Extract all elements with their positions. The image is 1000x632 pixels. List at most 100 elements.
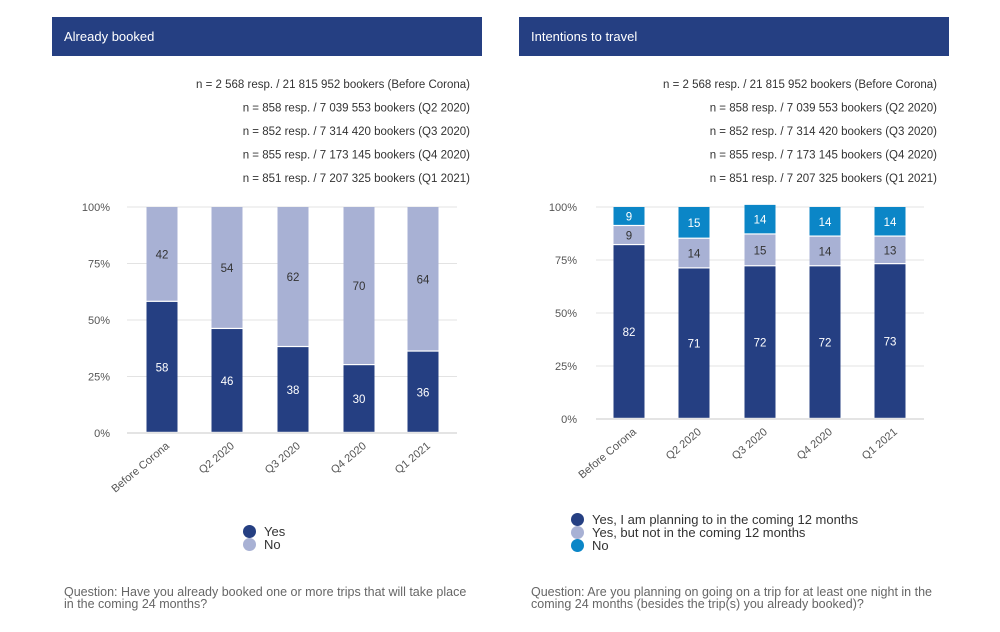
y-tick-label: 75% (88, 259, 110, 271)
panel-title: Already booked (52, 17, 482, 56)
sample-size-note: n = 852 resp. / 7 314 420 bookers (Q3 20… (710, 126, 937, 138)
bar-segment (744, 266, 776, 418)
bar-segment (613, 226, 645, 244)
panel-title: Intentions to travel (519, 17, 949, 56)
bar-segment (211, 329, 243, 432)
question-text: Question: Are you planning on going on a… (531, 585, 932, 611)
x-tick-label: Q3 2020 (730, 426, 770, 462)
bar-segment (809, 207, 841, 236)
bar-segment (874, 207, 906, 236)
y-tick-label: 50% (555, 308, 577, 320)
legend-label: No (592, 538, 609, 553)
data-label: 72 (819, 338, 832, 350)
bar-segment (277, 347, 309, 432)
data-label: 72 (754, 338, 767, 350)
sample-size-note: n = 2 568 resp. / 21 815 952 bookers (Be… (196, 79, 470, 91)
data-label: 14 (884, 217, 897, 229)
data-label: 14 (819, 247, 832, 259)
bar-segment (343, 365, 375, 432)
data-label: 14 (688, 249, 701, 261)
legend-swatch-icon (571, 539, 584, 552)
bar-segment (809, 236, 841, 266)
sample-size-note: n = 855 resp. / 7 173 145 bookers (Q4 20… (710, 150, 937, 162)
y-tick-label: 0% (94, 428, 110, 440)
y-tick-label: 100% (82, 202, 110, 214)
sample-size-note: n = 855 resp. / 7 173 145 bookers (Q4 20… (243, 150, 470, 162)
legend-swatch-icon (243, 538, 256, 551)
bar-segment (678, 238, 710, 268)
y-tick-label: 50% (88, 315, 110, 327)
already-booked-panel: Already booked n = 2 568 resp. / 21 815 … (52, 17, 482, 627)
legend-label: No (264, 537, 281, 552)
sample-size-note: n = 851 resp. / 7 207 325 bookers (Q1 20… (243, 173, 470, 185)
data-label: 14 (819, 217, 832, 229)
data-label: 62 (287, 272, 300, 284)
data-label: 15 (688, 218, 701, 230)
data-label: 36 (417, 387, 430, 399)
chart-legend: Yes, I am planning to in the coming 12 m… (571, 512, 858, 553)
data-label: 54 (221, 263, 234, 275)
bar-segment (146, 207, 178, 301)
legend-item-no: No (571, 538, 858, 553)
chart-legend: Yes No (243, 524, 286, 552)
data-label: 82 (623, 327, 636, 339)
y-tick-label: 25% (555, 361, 577, 373)
data-label: 15 (754, 245, 767, 257)
legend-item-planning-12-months: Yes, I am planning to in the coming 12 m… (571, 512, 858, 527)
data-label: 73 (884, 337, 897, 349)
bar-segment (277, 207, 309, 346)
data-label: 9 (626, 212, 632, 224)
bar-segment (809, 266, 841, 418)
intentions-to-travel-chart: n = 2 568 resp. / 21 815 952 bookers (Be… (549, 79, 937, 482)
y-tick-label: 0% (561, 414, 577, 426)
bar-segment (874, 264, 906, 418)
data-label: 38 (287, 385, 300, 397)
legend-label: Yes (264, 524, 286, 539)
x-tick-label: Q4 2020 (329, 440, 369, 476)
bar-segment (874, 236, 906, 264)
bar-segment (407, 351, 439, 432)
bar-segment (678, 207, 710, 238)
bar-segment (343, 207, 375, 364)
sample-size-note: n = 851 resp. / 7 207 325 bookers (Q1 20… (710, 173, 937, 185)
y-tick-label: 25% (88, 372, 110, 384)
legend-item-yes: Yes (243, 524, 286, 539)
y-tick-label: 100% (549, 202, 577, 214)
data-label: 42 (156, 249, 169, 261)
x-tick-label: Q1 2021 (860, 426, 900, 462)
bar-segment (678, 268, 710, 418)
x-tick-label: Q3 2020 (263, 440, 303, 476)
already-booked-chart: n = 2 568 resp. / 21 815 952 bookers (Be… (82, 79, 470, 496)
x-tick-label: Before Corona (109, 440, 172, 496)
data-label: 46 (221, 376, 234, 388)
legend-label: Yes, but not in the coming 12 months (592, 525, 806, 540)
intentions-to-travel-panel: Intentions to travel n = 2 568 resp. / 2… (519, 17, 949, 627)
x-tick-label: Q4 2020 (795, 426, 835, 462)
legend-item-no: No (243, 537, 285, 552)
bar-segment (146, 301, 178, 432)
data-label: 30 (353, 394, 366, 406)
data-label: 70 (353, 281, 366, 293)
x-tick-label: Before Corona (576, 426, 639, 482)
data-label: 14 (754, 215, 767, 227)
bar-segment (407, 207, 439, 351)
x-tick-label: Q2 2020 (664, 426, 704, 462)
bar-segment (613, 207, 645, 225)
sample-size-note: n = 852 resp. / 7 314 420 bookers (Q3 20… (243, 126, 470, 138)
sample-size-note: n = 858 resp. / 7 039 553 bookers (Q2 20… (710, 103, 937, 115)
data-label: 9 (626, 231, 632, 243)
data-label: 64 (417, 274, 430, 286)
bar-segment (613, 245, 645, 418)
data-label: 58 (156, 362, 169, 374)
x-tick-label: Q2 2020 (197, 440, 237, 476)
legend-swatch-icon (243, 525, 256, 538)
data-label: 13 (884, 245, 897, 257)
y-tick-label: 75% (555, 255, 577, 267)
question-text: Question: Have you already booked one or… (64, 585, 467, 611)
x-tick-label: Q1 2021 (393, 440, 433, 476)
bar-segment (211, 207, 243, 328)
legend-item-not-12-months: Yes, but not in the coming 12 months (571, 525, 858, 540)
legend-swatch-icon (571, 513, 584, 526)
sample-size-note: n = 2 568 resp. / 21 815 952 bookers (Be… (663, 79, 937, 91)
data-label: 71 (688, 339, 701, 351)
